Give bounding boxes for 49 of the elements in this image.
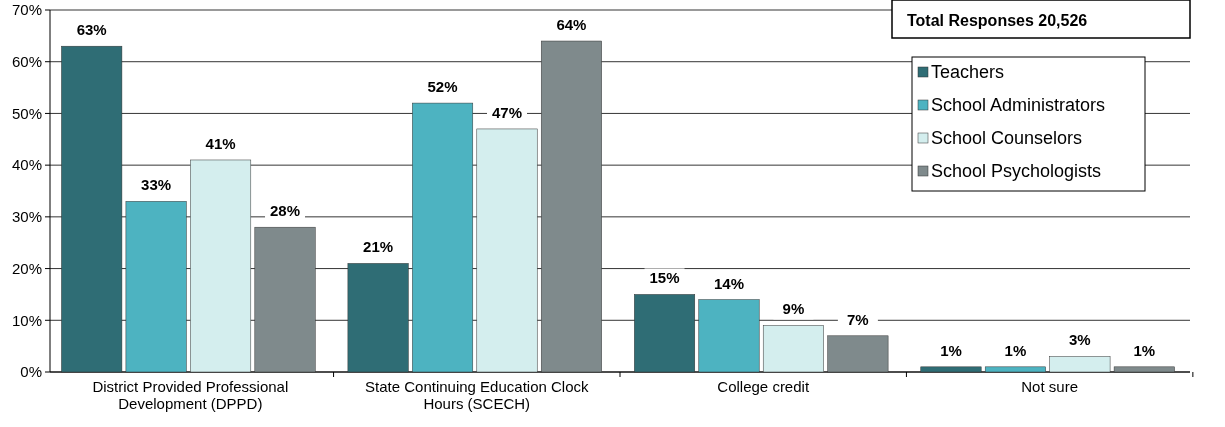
y-tick-label: 10% [11,311,42,329]
bar [827,335,889,373]
data-label: 47% [491,103,523,121]
data-label: 33% [141,176,172,194]
data-label: 21% [363,238,394,256]
annotation: Total Responses 20,526 [907,11,1088,29]
y-tick-label: 30% [11,208,42,226]
data-label: 3% [1069,331,1091,349]
data-label: 52% [427,78,458,96]
bar [190,159,252,373]
data-label: 9% [782,300,805,318]
x-tick-label: Not sure [1021,378,1078,395]
data-label: 63% [76,21,107,39]
data-label: 7% [847,310,869,328]
bar [254,226,316,373]
y-tick-label: 70% [11,1,42,19]
bar [1113,366,1175,373]
bar [476,128,538,373]
legend-label: School Psychologists [931,161,1102,182]
bar [920,366,982,373]
bar [125,201,187,373]
y-tick-label: 50% [11,104,42,122]
x-tick-label: District Provided Professional Development (DPPD) [92,378,289,412]
data-label: 28% [270,202,301,220]
y-tick-label: 0% [20,363,42,381]
data-label: 1% [940,341,962,359]
data-label: 1% [1133,341,1156,359]
x-tick-label: College credit [717,378,810,395]
data-label: 64% [556,16,587,34]
bar [540,40,602,373]
bar [61,45,123,373]
bar [762,325,824,373]
bar [347,263,409,373]
bar [634,294,696,373]
data-label: 14% [713,274,745,292]
y-tick-label: 20% [11,259,42,277]
legend-label: School Counselors [931,128,1083,149]
x-tick-label: State Continuing Education Clock Hours (SCECH) [365,378,590,412]
data-label: 15% [649,269,680,287]
data-label: 1% [1004,341,1027,359]
bar [1049,356,1111,373]
y-tick-label: 40% [11,156,42,174]
bar [698,299,760,373]
y-tick-label: 60% [11,52,42,70]
bar [412,102,474,373]
legend-label: School Administrators [931,95,1106,116]
bar [984,366,1046,373]
data-label: 41% [205,134,236,152]
legend-label: Teachers [931,62,1005,83]
